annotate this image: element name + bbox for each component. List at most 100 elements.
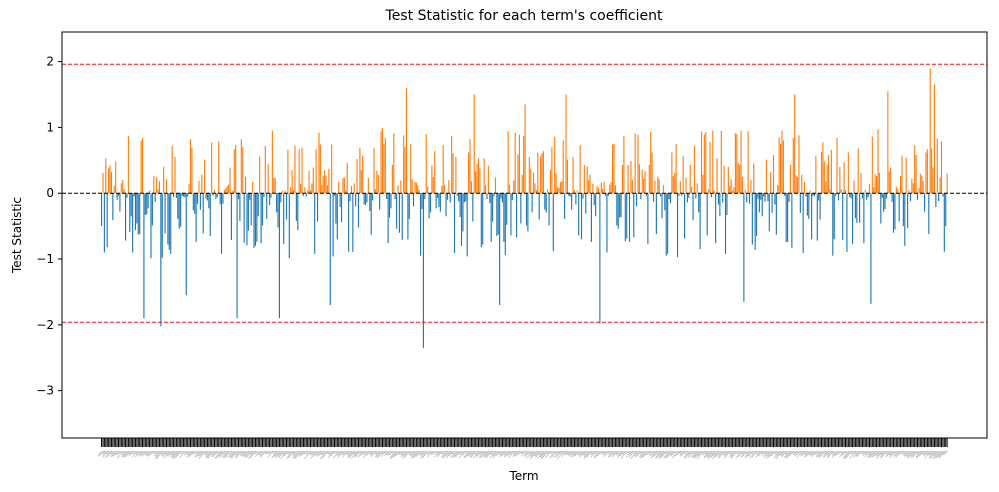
x-tick-label (615, 450, 619, 455)
bar (427, 186, 429, 194)
x-tick-label (781, 450, 787, 458)
x-tick-label (796, 450, 803, 458)
bar (691, 186, 693, 194)
bar (722, 193, 724, 203)
bar (582, 193, 584, 199)
bar (809, 190, 811, 194)
bar (398, 193, 400, 233)
x-tick-label (524, 450, 530, 457)
x-tick-label (205, 450, 210, 456)
x-tick-label (933, 450, 938, 457)
x-tick-label (893, 450, 898, 455)
bar (199, 193, 201, 210)
x-tick-label (273, 450, 276, 454)
bar (312, 167, 314, 194)
x-tick-label (411, 450, 416, 456)
bar (171, 145, 173, 194)
x-tick-label (767, 450, 772, 456)
x-tick-label (303, 450, 307, 455)
bar (348, 193, 350, 252)
x-tick-label (304, 450, 312, 460)
x-tick-label (513, 450, 516, 454)
bar (839, 166, 841, 194)
bar (812, 193, 814, 196)
x-tick-label (369, 450, 374, 456)
bar (702, 174, 704, 194)
bar (314, 193, 316, 254)
bar (645, 193, 648, 196)
bar (356, 159, 358, 194)
bar (257, 193, 259, 217)
x-tick-label (607, 450, 611, 454)
x-tick-label (579, 450, 584, 456)
x-tick-label (115, 450, 120, 456)
x-tick-label (327, 450, 334, 458)
bar (465, 193, 467, 202)
bar (403, 135, 405, 194)
bar (350, 185, 352, 194)
bar (442, 145, 444, 194)
bar (506, 193, 508, 225)
x-tick-label (688, 450, 693, 456)
x-tick-label (167, 450, 173, 457)
x-tick-label (337, 450, 343, 456)
bar (198, 180, 200, 194)
x-tick-label (692, 450, 698, 458)
x-tick-label (693, 450, 700, 458)
bar (191, 147, 193, 194)
x-tick-label (389, 450, 396, 459)
x-tick-label (483, 450, 490, 458)
bar (466, 193, 468, 257)
x-tick-label (469, 450, 474, 456)
bar (287, 149, 289, 194)
x-tick-label (771, 450, 776, 457)
bar (463, 193, 465, 203)
x-tick-label (485, 450, 492, 459)
x-tick-label (903, 450, 909, 457)
bar (236, 193, 238, 319)
x-tick-label (507, 450, 512, 456)
bar (322, 176, 324, 194)
x-tick-label (616, 450, 624, 459)
x-tick-label (932, 450, 940, 459)
bar (120, 183, 122, 194)
x-tick-label (775, 450, 783, 460)
x-tick-label (205, 450, 213, 459)
bar (719, 193, 721, 217)
x-tick-label (597, 450, 602, 457)
x-tick-label (779, 450, 785, 456)
x-tick-label (629, 450, 634, 455)
x-tick-label (446, 450, 451, 456)
x-tick-label (347, 450, 353, 457)
x-tick-label (937, 450, 944, 458)
x-tick-label (910, 450, 917, 459)
x-tick-label (639, 450, 643, 455)
x-tick-label (860, 450, 864, 454)
bar (729, 185, 731, 194)
bar (750, 180, 752, 194)
x-tick-label (309, 450, 314, 456)
x-tick-label (793, 450, 797, 455)
x-tick-label (816, 450, 823, 458)
x-tick-label (207, 450, 214, 459)
bar (129, 193, 131, 233)
x-tick-label (167, 450, 172, 456)
bar (857, 148, 859, 194)
x-tick-label (386, 450, 391, 456)
x-tick-label (717, 450, 722, 456)
x-tick-label (712, 450, 718, 457)
bar (499, 193, 501, 306)
bar (246, 193, 248, 246)
bar (717, 193, 720, 205)
x-tick-label (458, 450, 463, 455)
x-tick-label (275, 450, 281, 457)
bar (652, 193, 655, 202)
bar (713, 190, 715, 194)
x-tick-label (804, 450, 809, 455)
x-tick-label (286, 450, 291, 455)
bar (765, 159, 768, 194)
x-tick-label (706, 450, 713, 457)
x-tick-label (278, 450, 285, 458)
x-tick-label (942, 450, 947, 456)
x-tick-label (717, 450, 724, 458)
